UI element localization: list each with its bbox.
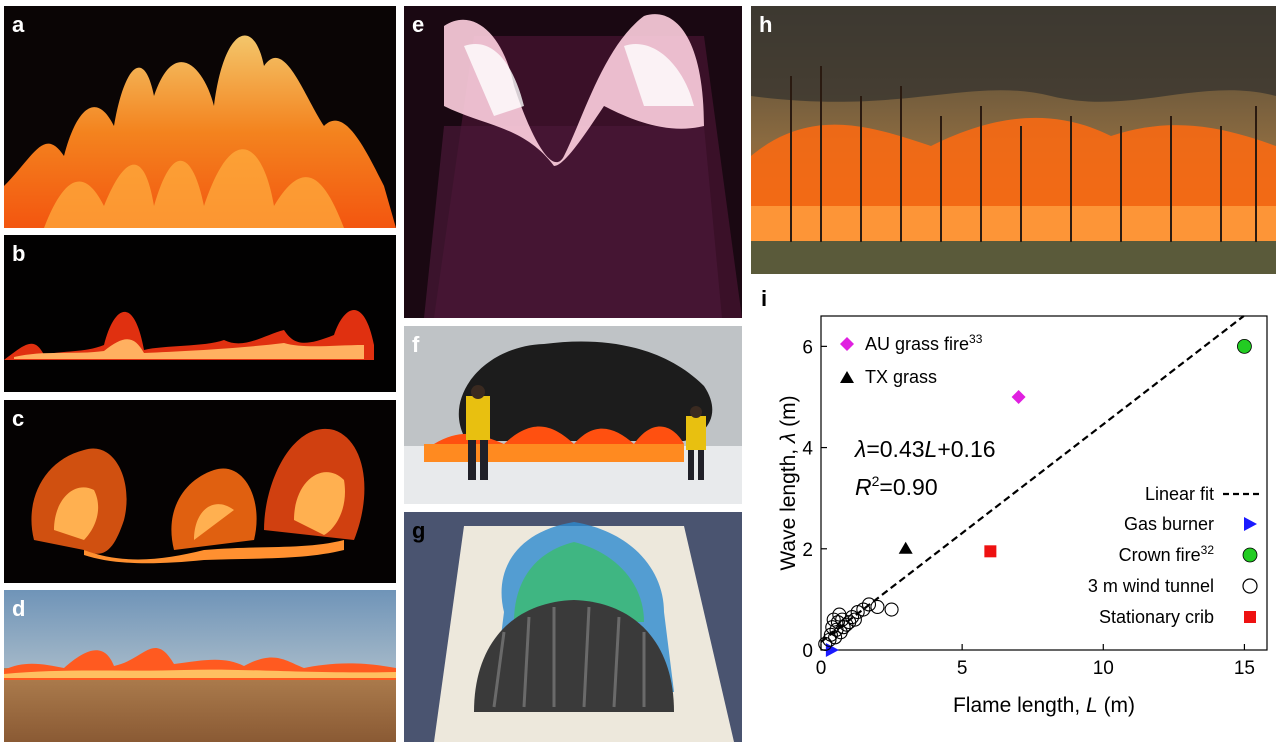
photo-panel-c: c xyxy=(4,400,396,583)
3-m-wind-tunnel-point xyxy=(870,599,885,615)
photo-panel-e: e xyxy=(404,6,742,318)
legend-top-left: AU grass fire33 TX grass xyxy=(840,332,983,387)
legend-marker-tx-grass xyxy=(840,371,854,383)
3-m-wind-tunnel-point xyxy=(856,602,871,617)
photo-panel-h: h xyxy=(751,6,1276,274)
simulation-panel-g: g xyxy=(404,512,742,742)
panel-label-h: h xyxy=(759,12,773,37)
legend-label-stationary-crib: Stationary crib xyxy=(1099,607,1214,627)
legend-label-au-grass-fire: AU grass fire33 xyxy=(865,332,983,354)
panel-label-e: e xyxy=(412,12,425,37)
plot-area xyxy=(820,315,1268,651)
legend-marker-gas-burner xyxy=(1244,517,1257,531)
panel-label-b: b xyxy=(12,241,26,266)
3-m-wind-tunnel-point xyxy=(839,617,854,632)
down-arrow-icon xyxy=(364,335,396,392)
y-tick-label: 2 xyxy=(802,540,813,561)
grass-fire-photo-d xyxy=(4,590,396,742)
legend-marker-wind-tunnel xyxy=(1242,578,1258,594)
legend-marker-crown-fire xyxy=(1242,547,1258,563)
legend-marker-stationary-crib xyxy=(1244,611,1256,623)
up-arrow-icon xyxy=(704,564,742,742)
linear-fit-line xyxy=(820,315,1245,643)
panel-label-d: d xyxy=(12,596,26,621)
photo-panel-a: a xyxy=(4,6,396,228)
flame-photo-a xyxy=(4,6,396,228)
panel-label-a: a xyxy=(12,12,25,37)
3-m-wind-tunnel-point xyxy=(832,607,847,622)
legend-label-wind-tunnel: 3 m wind tunnel xyxy=(1088,576,1214,596)
axis-ticks: 0 5 10 15 0 2 4 6 xyxy=(802,337,1255,679)
simulation-render-g xyxy=(404,512,742,742)
legend-label-tx-grass: TX grass xyxy=(865,367,937,387)
y-tick-label: 0 xyxy=(802,641,813,662)
y-axis-label: Wave length, λ (m) xyxy=(777,395,800,570)
photo-panel-d: d xyxy=(4,590,396,742)
panel-label-g: g xyxy=(412,518,426,543)
down-arrow-icon xyxy=(362,522,396,583)
photo-panel-f: f xyxy=(404,326,742,504)
flame-photo-e xyxy=(404,6,742,318)
legend-marker-au-grass-fire xyxy=(840,337,854,351)
flame-photo-b xyxy=(4,235,396,392)
photo-panel-b: b xyxy=(4,235,396,392)
legend-bottom-right: Linear fit Gas burner Crown fire32 3 m w… xyxy=(1088,484,1263,627)
up-arrow-icon xyxy=(700,348,742,504)
wave-length-chart: i 0 5 10 15 0 2 4 6 Wave length, λ (m) Flame le… xyxy=(761,286,1268,717)
flame-photo-c xyxy=(4,400,396,583)
up-arrow-icon xyxy=(674,242,742,318)
au-grass-fire-point xyxy=(1011,389,1026,404)
r-squared-label: R2=0.90 xyxy=(855,473,938,500)
chart-panel-i: i 0 5 10 15 0 2 4 6 Wave length, λ (m) Flame le… xyxy=(757,282,1280,746)
panel-label-f: f xyxy=(412,332,420,357)
3-m-wind-tunnel-point xyxy=(836,620,851,635)
down-arrow-icon xyxy=(1223,218,1276,274)
up-arrow-icon xyxy=(360,50,396,228)
tx-grass-point xyxy=(898,541,913,554)
3-m-wind-tunnel-point xyxy=(884,602,899,617)
data-points xyxy=(818,338,1252,657)
panel-label-c: c xyxy=(12,406,25,431)
x-axis-label: Flame length, L (m) xyxy=(953,694,1135,717)
legend-label-crown-fire: Crown fire32 xyxy=(1119,543,1215,565)
3-m-wind-tunnel-point xyxy=(823,627,838,642)
down-arrow-icon xyxy=(360,686,396,742)
3-m-wind-tunnel-point xyxy=(830,615,845,630)
field-burn-photo-f xyxy=(404,326,742,504)
x-tick-label: 0 xyxy=(816,658,827,679)
x-tick-label: 5 xyxy=(957,658,968,679)
panel-label-i: i xyxy=(761,286,767,311)
3-m-wind-tunnel-point xyxy=(826,612,841,627)
3-m-wind-tunnel-point xyxy=(828,630,843,645)
crown-fire-photo-h xyxy=(751,6,1276,274)
crown-fire-point xyxy=(1237,338,1252,354)
x-tick-label: 15 xyxy=(1234,658,1255,679)
y-tick-label: 4 xyxy=(802,439,813,460)
3-m-wind-tunnel-point xyxy=(861,597,877,612)
legend-label-gas-burner: Gas burner xyxy=(1124,514,1214,534)
3-m-wind-tunnel-point xyxy=(847,612,862,627)
3-m-wind-tunnel-point xyxy=(825,620,840,635)
fit-equation: λ=0.43L+0.16 xyxy=(853,436,996,462)
y-tick-label: 6 xyxy=(802,337,813,358)
stationary-crib-point xyxy=(984,545,997,558)
legend-label-linear-fit: Linear fit xyxy=(1145,484,1214,504)
x-tick-label: 10 xyxy=(1093,658,1114,679)
